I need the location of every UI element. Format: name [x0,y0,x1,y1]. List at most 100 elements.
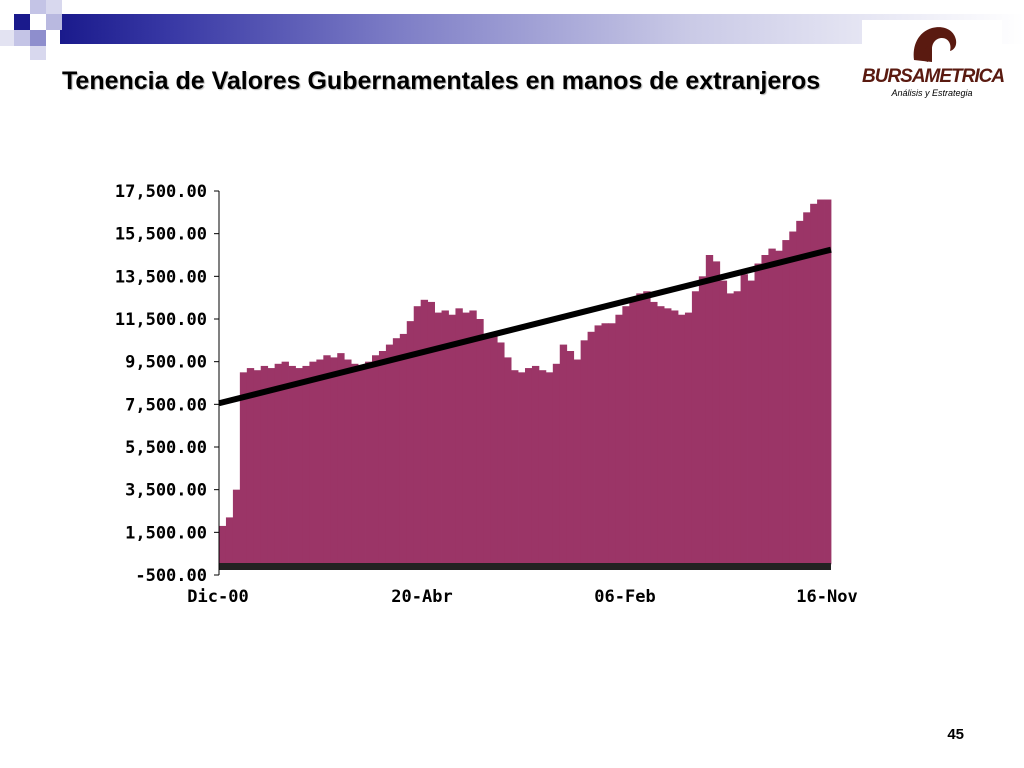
bar [698,276,707,565]
bar [490,336,498,565]
bar [824,199,832,565]
bar [309,361,317,565]
bar [712,261,721,565]
x-axis-ticks: Dic-00 20-Abr 06-Feb 16-Nov [187,587,857,607]
trend-line [218,246,832,407]
bar [219,525,227,565]
bar [573,359,582,565]
deco-square [0,30,14,46]
y-axis-ticks: -500.00 1,500.00 3,500.00 5,500.00 7,500.00 9… [115,182,219,586]
deco-square [30,0,46,14]
deco-square [46,14,62,30]
y-tick-label: 17,500.00 [115,182,207,202]
bar [351,363,359,565]
bar [316,359,324,565]
bar [372,355,380,565]
bar [441,310,449,565]
bar [476,319,484,565]
bar [427,301,435,565]
bar [385,344,394,565]
bar [365,361,373,565]
deco-square [46,0,62,14]
bar [629,299,637,565]
bar [789,231,797,565]
x-tick-label: 16-Nov [796,587,857,607]
deco-square [14,30,30,46]
bar [608,323,616,565]
bar [545,372,554,565]
bar [684,312,693,565]
bar [531,365,540,565]
bar [671,310,679,565]
bar [483,338,491,565]
bar [232,489,241,565]
bar [636,293,644,565]
bar [337,353,345,565]
bar [399,333,408,565]
bar [504,357,512,565]
bar [622,306,630,565]
x-tick-label: 20-Abr [391,587,452,607]
chart-baseline [219,563,831,570]
bar [434,312,442,565]
x-tick-label: Dic-00 [187,587,248,607]
bar [288,365,296,565]
bar [358,365,366,565]
horse-head-icon [913,27,957,62]
bar [525,368,533,565]
bar [511,370,519,565]
bar [796,220,804,565]
bar [782,240,790,565]
bar [559,344,568,565]
bar [295,368,303,565]
bar [580,340,588,565]
bar [747,280,755,565]
bar [497,342,505,565]
bar [775,250,783,565]
y-tick-label: 15,500.00 [115,225,207,245]
bar [601,323,609,565]
y-tick-label: 3,500.00 [125,481,207,501]
bar [768,248,776,565]
logo-tagline: Análisis y Estrategia [891,88,973,98]
bar [378,351,387,565]
bar [691,291,700,565]
bar [455,308,463,565]
bursametrica-logo: BURSAMETRICA Análisis y Estrategia [862,20,1005,104]
bar [469,310,477,565]
deco-square [30,46,46,60]
y-tick-label: 13,500.00 [115,267,207,287]
bar [344,359,352,565]
y-tick-label: 5,500.00 [125,438,207,458]
bar [733,291,741,565]
bar [705,255,714,565]
x-tick-label: 06-Feb [594,587,655,607]
holdings-chart: -500.00 1,500.00 3,500.00 5,500.00 7,500.00 9… [115,182,858,607]
bar [678,314,686,565]
bar [260,365,269,565]
deco-square [14,14,30,30]
bar [302,365,310,565]
bar [462,312,470,565]
bar [323,355,331,565]
y-tick-label: 9,500.00 [125,353,207,373]
bar [253,370,262,565]
bar [413,306,422,565]
bar [719,280,728,565]
slide-title: Tenencia de Valores Gubernamentales en m… [62,67,821,95]
logo-name: BURSAMETRICA [862,66,1005,87]
bar [817,199,825,565]
bar [420,299,429,565]
deco-square [30,30,46,46]
bar [392,338,401,565]
bar [239,372,248,565]
bar [448,314,456,565]
bar [246,368,255,565]
bar [274,363,282,565]
bar [657,306,665,565]
y-tick-label: 1,500.00 [125,523,207,543]
y-tick-label: 11,500.00 [115,310,207,330]
bar [810,203,818,565]
bar [643,291,651,565]
bar [587,331,595,565]
